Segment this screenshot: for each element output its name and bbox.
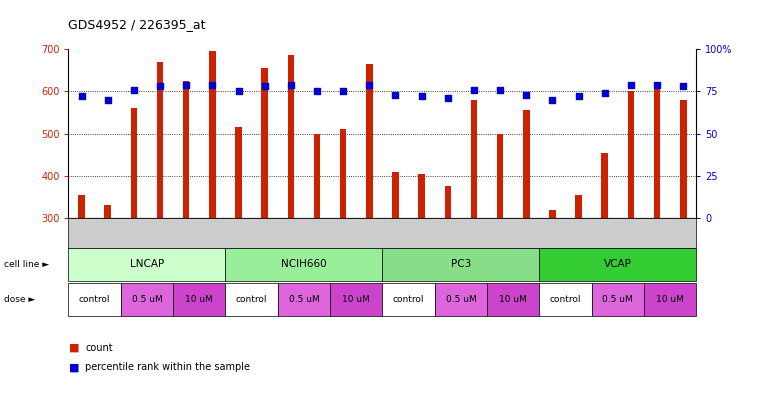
Point [625,81,637,88]
Text: 10 uM: 10 uM [499,295,527,304]
Text: GDS4952 / 226395_at: GDS4952 / 226395_at [68,18,206,31]
Text: control: control [79,295,110,304]
Text: control: control [236,295,267,304]
Text: 10 uM: 10 uM [342,295,370,304]
Point [363,81,375,88]
Text: 10 uM: 10 uM [656,295,684,304]
Bar [549,210,556,218]
Point [75,93,88,99]
Bar [131,108,137,218]
Point [154,83,166,90]
Point [311,88,323,94]
Text: PC3: PC3 [451,259,471,269]
Text: 10 uM: 10 uM [186,295,213,304]
Point [128,86,140,93]
Text: ■: ■ [68,343,79,353]
Point [546,97,559,103]
Point [232,88,244,94]
Point [180,81,193,88]
Bar [262,68,268,218]
Text: LNCAP: LNCAP [130,259,164,269]
Text: ■: ■ [68,362,79,373]
Text: VCAP: VCAP [604,259,632,269]
Text: dose ►: dose ► [4,295,35,304]
Point [468,86,480,93]
Bar [157,62,164,218]
Bar [235,127,242,218]
Bar [314,134,320,218]
Point [572,93,584,99]
Bar [419,174,425,218]
Text: 0.5 uM: 0.5 uM [603,295,633,304]
Bar [209,51,215,218]
Bar [340,129,346,218]
Bar [78,195,84,218]
Point [521,92,533,98]
Bar [288,55,294,218]
Bar [366,64,373,218]
Bar [575,195,582,218]
Point [102,97,114,103]
Point [494,86,506,93]
Bar [104,206,111,218]
Bar [471,100,477,218]
Bar [444,186,451,218]
Bar [601,152,608,218]
Point [677,83,689,90]
Text: control: control [549,295,581,304]
Point [599,90,611,96]
Bar [654,85,661,218]
Text: 0.5 uM: 0.5 uM [288,295,320,304]
Bar [523,110,530,218]
Bar [628,91,634,218]
Text: NCIH660: NCIH660 [281,259,326,269]
Text: cell line ►: cell line ► [4,260,49,269]
Point [337,88,349,94]
Point [416,93,428,99]
Bar [183,81,189,218]
Point [285,81,297,88]
Text: control: control [393,295,425,304]
Point [206,81,218,88]
Point [651,81,663,88]
Text: 0.5 uM: 0.5 uM [132,295,162,304]
Point [441,95,454,101]
Bar [680,100,686,218]
Text: 0.5 uM: 0.5 uM [445,295,476,304]
Point [390,92,402,98]
Bar [392,172,399,218]
Text: percentile rank within the sample: percentile rank within the sample [85,362,250,373]
Point [259,83,271,90]
Text: count: count [85,343,113,353]
Bar [497,134,503,218]
